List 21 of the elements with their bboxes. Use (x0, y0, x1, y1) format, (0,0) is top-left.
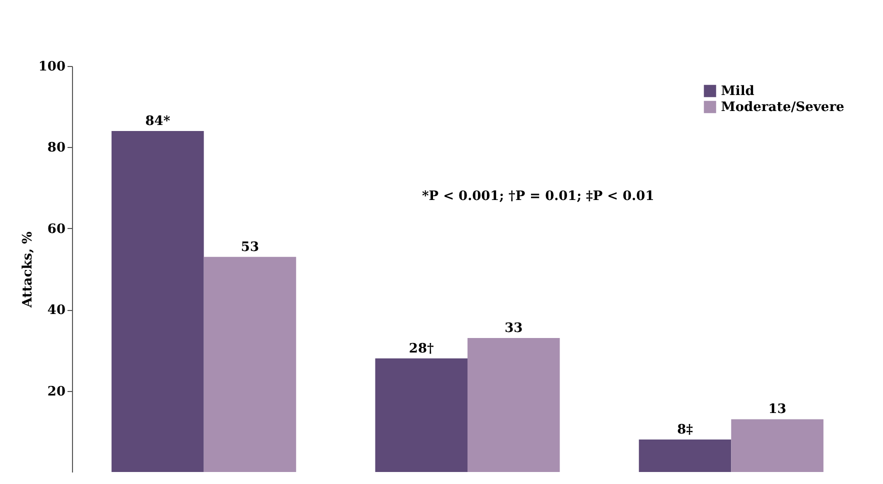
bar (112, 130, 204, 472)
bar (638, 440, 732, 472)
bar (468, 338, 560, 472)
data-label: 28† (408, 341, 434, 356)
data-label: 13 (768, 402, 786, 418)
legend-label: Moderate/Severe (721, 100, 844, 115)
bar (731, 419, 824, 472)
y-tick-label: 100 (38, 60, 66, 74)
data-label: 53 (240, 240, 260, 255)
data-label: 84* (145, 114, 170, 129)
bar (375, 358, 468, 472)
y-tick-label: 40 (47, 303, 66, 318)
data-label: 8‡ (677, 422, 694, 438)
y-tick-label: 80 (47, 140, 66, 156)
y-axis-title: Attacks, % (20, 230, 36, 308)
y-tick-label: 60 (47, 222, 66, 237)
bar (204, 256, 296, 472)
legend-label: Mild (721, 84, 754, 99)
data-label: 33 (504, 321, 523, 336)
annotation: *P < 0.001; †P = 0.01; ‡P < 0.01 (422, 189, 654, 204)
y-tick-label: 20 (47, 384, 66, 400)
